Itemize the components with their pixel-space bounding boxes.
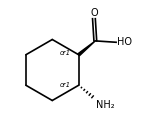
Text: or1: or1 <box>60 82 71 88</box>
Text: HO: HO <box>117 37 132 47</box>
Text: O: O <box>90 8 98 18</box>
Polygon shape <box>78 41 95 56</box>
Text: NH₂: NH₂ <box>96 100 115 110</box>
Text: or1: or1 <box>60 50 71 56</box>
